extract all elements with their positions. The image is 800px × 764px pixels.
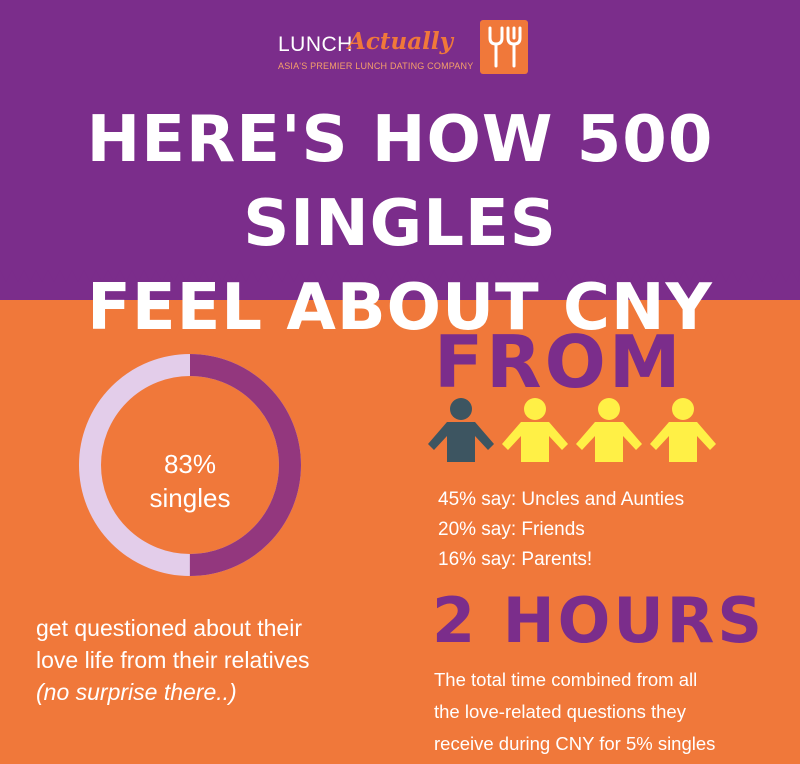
zigzag-divider <box>0 270 800 282</box>
donut-svg <box>79 354 301 576</box>
hours-heading: 2 HOURS <box>432 584 766 657</box>
from-stats: 45% say: Uncles and Aunties 20% say: Fri… <box>438 485 684 575</box>
title-line-2: FEEL ABOUT CNY <box>87 271 713 345</box>
left-caption-aside: (no surprise there..) <box>36 679 237 705</box>
title-line-1: HERE'S HOW 500 SINGLES <box>86 103 714 261</box>
donut-value-arc <box>79 354 301 576</box>
person-icon <box>502 398 568 462</box>
left-caption: get questioned about their love life fro… <box>36 612 310 708</box>
page-title: HERE'S HOW 500 SINGLES FEEL ABOUT CNY <box>0 98 800 350</box>
stat-parents: 16% say: Parents! <box>438 549 593 570</box>
header-banner <box>0 0 800 300</box>
donut-percent: 83% <box>163 449 217 479</box>
logo-tagline: ASIA'S PREMIER LUNCH DATING COMPANY <box>278 61 474 71</box>
people-icons <box>428 398 716 462</box>
from-heading: FROM <box>434 320 684 404</box>
hours-description: The total time combined from all the lov… <box>434 664 715 760</box>
hours-desc-line-2: the love-related questions they <box>434 701 686 722</box>
logo: LUNCH Actually ASIA'S PREMIER LUNCH DATI… <box>278 20 528 78</box>
donut-chart: 83% singles <box>78 353 302 577</box>
fork-knife-icon <box>480 20 528 74</box>
person-icon <box>650 398 716 462</box>
hours-desc-line-3: receive during CNY for 5% singles <box>434 733 716 754</box>
donut-label: singles <box>149 483 231 513</box>
person-icon <box>576 398 642 462</box>
person-icon-highlighted <box>428 398 494 462</box>
hours-desc-line-1: The total time combined from all <box>434 669 698 690</box>
logo-word-lunch: LUNCH <box>278 33 353 56</box>
stat-uncles-aunties: 45% say: Uncles and Aunties <box>438 489 685 510</box>
left-caption-line-1: get questioned about their <box>36 615 302 641</box>
left-caption-line-2: love life from their relatives <box>36 647 310 673</box>
logo-word-actually: Actually <box>348 28 453 55</box>
stat-friends: 20% say: Friends <box>438 519 585 540</box>
